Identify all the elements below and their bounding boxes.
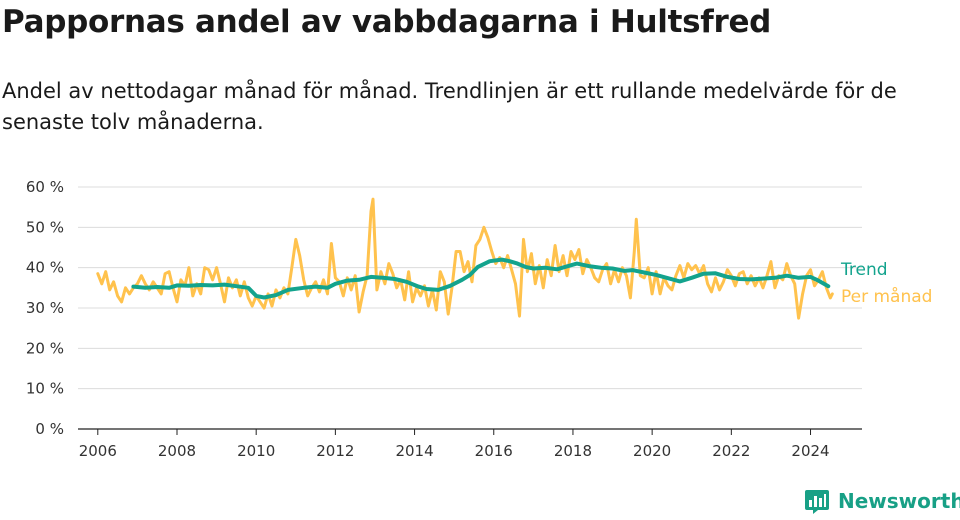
y-tick-label: 30 % [26, 299, 64, 317]
x-tick-label: 2018 [554, 442, 592, 460]
y-tick-label: 20 % [26, 339, 64, 357]
bar-chart-speech-bubble-icon [805, 490, 829, 514]
y-tick-label: 0 % [35, 420, 64, 438]
y-tick-label: 40 % [26, 259, 64, 277]
brand-logo: Newsworthy [804, 488, 960, 514]
y-tick-label: 10 % [26, 380, 64, 398]
x-tick-label: 2010 [237, 442, 275, 460]
trend-line [131, 257, 831, 300]
series-lines [96, 197, 834, 320]
chart-title: Pappornas andel av vabbdagarna i Hultsfr… [2, 4, 772, 40]
x-tick-label: 2016 [475, 442, 513, 460]
y-tick-label: 50 % [26, 218, 64, 236]
monthly-line [96, 197, 834, 320]
x-tick-label: 2012 [316, 442, 354, 460]
x-tick-label: 2020 [633, 442, 671, 460]
x-tick-label: 2024 [791, 442, 829, 460]
legend-label-monthly: Per månad [841, 286, 932, 307]
x-tick-label: 2006 [79, 442, 117, 460]
legend-label-trend: Trend [840, 260, 888, 280]
x-tick-label: 2014 [395, 442, 433, 460]
brand-name: Newsworthy [838, 489, 960, 513]
y-tick-label: 60 % [26, 178, 64, 196]
axes: 0 % 10 % 20 % 30 % 40 % 50 % 60 % 2006 2008 2010 2… [26, 178, 862, 460]
chart-subtitle: Andel av nettodagar månad för månad. Tre… [2, 79, 897, 134]
x-tick-label: 2022 [712, 442, 750, 460]
legend: Trend Per månad [840, 260, 932, 307]
x-tick-label: 2008 [158, 442, 196, 460]
